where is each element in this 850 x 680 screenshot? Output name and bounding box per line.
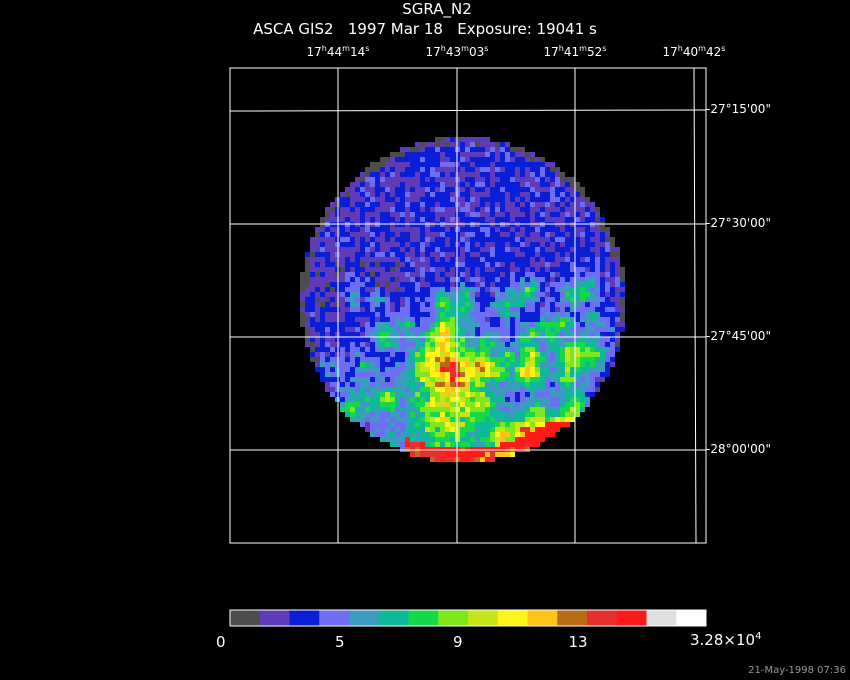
colorbar-frame xyxy=(229,609,707,627)
colorbar-swatch xyxy=(259,610,290,626)
colorbar-tick-label: 13 xyxy=(568,633,588,651)
dec-label: -28°00'00" xyxy=(706,442,771,456)
colorbar-swatch xyxy=(646,610,677,626)
colorbar-swatch xyxy=(408,610,439,626)
ra-label: 17h41m52s xyxy=(543,44,607,59)
timestamp: 21-May-1998 07:36 xyxy=(748,665,846,676)
colorbar-swatch xyxy=(468,610,499,626)
observation-info: ASCA GIS2 1997 Mar 18 Exposure: 19041 s xyxy=(0,20,850,38)
colorbar-swatch xyxy=(527,610,558,626)
image-pixels xyxy=(300,137,625,462)
dec-label: -27°45'00" xyxy=(706,329,771,343)
ra-grid-line xyxy=(693,67,697,544)
instrument: ASCA GIS2 xyxy=(253,20,334,38)
ra-label: 17h40m42s xyxy=(662,44,726,59)
obs-date: 1997 Mar 18 xyxy=(347,20,443,38)
exposure: Exposure: 19041 s xyxy=(457,20,597,38)
colorbar-swatch xyxy=(438,610,469,626)
dec-label: -27°15'00" xyxy=(706,102,771,116)
colorbar-swatch xyxy=(587,610,618,626)
colorbar-swatch xyxy=(557,610,588,626)
colorbar-swatch xyxy=(676,610,707,626)
colorbar-max-label: 3.28×104 xyxy=(690,631,761,649)
colorbar-max-mantissa: 3.28×10 xyxy=(690,631,756,649)
image-frame xyxy=(229,67,707,544)
colorbar-tick-label: 9 xyxy=(453,633,463,651)
colorbar-tick-label: 0 xyxy=(216,633,226,651)
dec-label: -27°30'00" xyxy=(706,216,771,230)
ra-label: 17h44m14s xyxy=(306,44,370,59)
colorbar-swatch xyxy=(616,610,647,626)
colorbar-swatch xyxy=(349,610,380,626)
target-name: SGRA_N2 xyxy=(402,0,472,18)
ra-label: 17h43m03s xyxy=(425,44,489,59)
colorbar-swatch xyxy=(230,610,261,626)
colorbar-tick-label: 5 xyxy=(335,633,345,651)
dec-grid-line xyxy=(229,109,707,112)
colorbar-max-exponent: 4 xyxy=(755,631,762,642)
colorbar-swatch xyxy=(289,610,320,626)
colorbar-swatch xyxy=(497,610,528,626)
colorbar-swatch xyxy=(378,610,409,626)
colorbar-swatch xyxy=(319,610,350,626)
